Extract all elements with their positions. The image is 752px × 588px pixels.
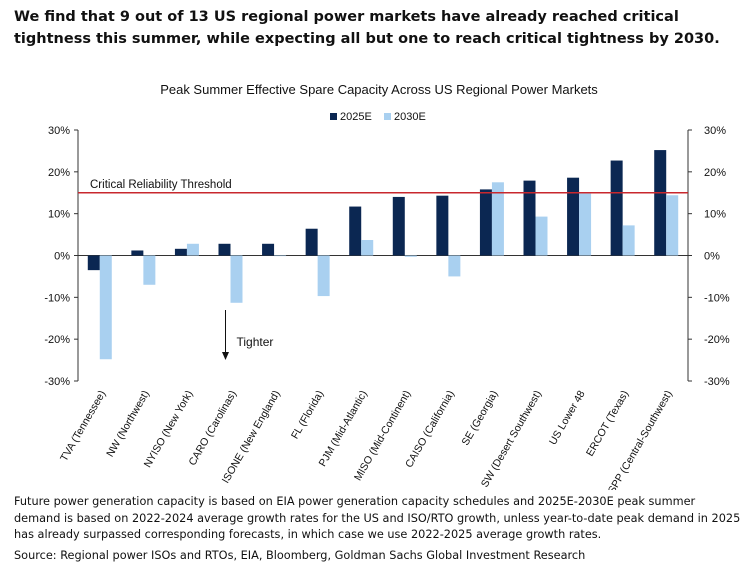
x-tick-label: FL (Florida): [289, 389, 326, 442]
y-tick-label-right: -30%: [704, 376, 730, 388]
bar-2025e: [610, 160, 623, 256]
y-tick-label-left: 10%: [48, 209, 70, 221]
bar-2030e: [143, 255, 156, 285]
y-tick-label-right: 20%: [704, 167, 726, 179]
legend: 2025E 2030E: [330, 111, 426, 123]
footnote: Future power generation capacity is base…: [14, 495, 741, 541]
y-tick-label-left: 30%: [48, 125, 70, 137]
legend-label-2025e: 2025E: [340, 111, 372, 123]
bar-2025e: [218, 243, 231, 256]
y-tick-label-right: 10%: [704, 209, 726, 221]
bar-2025e: [436, 195, 449, 256]
bar-2025e: [305, 228, 318, 256]
bar-2025e: [392, 196, 405, 256]
headline: We find that 9 out of 13 US regional pow…: [14, 9, 720, 47]
bar-2030e: [579, 193, 592, 256]
x-tick-label: TVA (Tennessee): [58, 389, 108, 464]
bar-2025e: [349, 206, 362, 256]
tighter-arrow-head: [222, 352, 229, 360]
x-tick-label: CAISO (California): [403, 389, 457, 470]
legend-swatch-2030e: [384, 113, 391, 120]
chart: Peak Summer Effective Spare Capacity Acr…: [44, 82, 730, 490]
bar-2030e: [99, 255, 112, 360]
x-tick-label: US Lower 48: [547, 388, 588, 447]
bar-2025e: [523, 180, 536, 256]
y-tick-label-right: -10%: [704, 292, 730, 304]
bar-2030e: [622, 225, 635, 256]
bar-2025e: [87, 255, 100, 271]
bar-2025e: [262, 243, 275, 256]
bar-2030e: [448, 255, 461, 277]
bar-2030e: [491, 182, 504, 256]
y-tick-label-left: 20%: [48, 167, 70, 179]
x-tick-label: CARO (Carolinas): [186, 389, 239, 468]
x-tick-label: SE (Georgia): [459, 389, 500, 448]
source-note: Source: Regional power ISOs and RTOs, EI…: [14, 549, 586, 562]
bar-2030e: [230, 255, 243, 303]
bar-2030e: [274, 255, 287, 257]
bar-2030e: [535, 216, 548, 256]
y-tick-label-right: 0%: [704, 251, 720, 263]
bar-2030e: [186, 243, 199, 256]
y-tick-label-left: -10%: [44, 292, 70, 304]
y-tick-label-left: -20%: [44, 334, 70, 346]
tighter-label: Tighter: [237, 335, 274, 349]
bar-2025e: [174, 248, 187, 256]
x-tick-label: NYISO (New York): [142, 389, 196, 470]
x-tick-label: ERCOT (Texas): [584, 389, 631, 459]
x-tick-label: PJM (Mid-Atlantic): [317, 389, 370, 469]
y-tick-label-left: 0%: [54, 251, 70, 263]
bar-2025e: [131, 250, 144, 256]
bar-2025e: [654, 150, 667, 256]
y-tick-label-right: 30%: [704, 125, 726, 137]
legend-label-2030e: 2030E: [394, 111, 426, 123]
bar-2030e: [361, 240, 374, 256]
bar-2030e: [404, 255, 417, 257]
y-tick-label-left: -30%: [44, 376, 70, 388]
legend-swatch-2025e: [330, 113, 337, 120]
bar-2030e: [666, 195, 679, 256]
bar-2025e: [479, 189, 492, 256]
threshold-label: Critical Reliability Threshold: [90, 179, 232, 191]
bar-2025e: [567, 177, 580, 256]
x-tick-label: NW (Northwest): [104, 389, 152, 460]
y-tick-label-right: -20%: [704, 334, 730, 346]
bar-2030e: [317, 255, 330, 297]
chart-title: Peak Summer Effective Spare Capacity Acr…: [160, 82, 598, 97]
